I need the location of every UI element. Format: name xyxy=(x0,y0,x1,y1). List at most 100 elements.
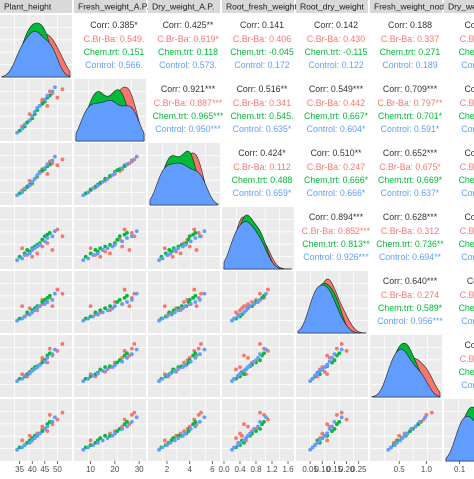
corr-cell xyxy=(74,15,146,77)
scatter-point xyxy=(317,438,322,443)
scatter-point xyxy=(232,376,236,381)
strip-label-0: Plant_height xyxy=(4,2,52,12)
scatter-point xyxy=(188,239,193,244)
scatter-point xyxy=(327,426,332,431)
scatter-point xyxy=(35,433,40,438)
scatter-point xyxy=(45,93,50,98)
strip-2 xyxy=(148,0,220,13)
scatter-point xyxy=(178,251,183,256)
scatter-point xyxy=(15,130,20,135)
scatter-point xyxy=(105,436,110,441)
corr-group-Chem.trt: Chem.trt: 0.488 xyxy=(232,175,293,185)
scatter-point xyxy=(55,287,60,292)
scatter-point xyxy=(246,355,250,360)
scatter-point xyxy=(240,306,244,311)
scatter-point xyxy=(264,415,268,420)
strip-3 xyxy=(222,0,294,13)
corr-cell xyxy=(296,207,368,269)
scatter-point xyxy=(125,351,129,356)
scatter-point xyxy=(88,304,93,309)
scatter-point xyxy=(91,253,95,257)
corr-overall: Corr: 0.709*** xyxy=(383,84,438,94)
scatter-point xyxy=(32,246,37,251)
scatter-point xyxy=(120,166,125,171)
corr-group-Chem.trt: Chem.trt: 0.2 xyxy=(459,47,474,57)
scatter-point xyxy=(191,295,195,300)
scatter-point xyxy=(50,234,55,239)
corr-group-Control: Control: 0.6 xyxy=(461,188,474,198)
scatter-point xyxy=(125,300,129,304)
scatter-point xyxy=(129,346,134,351)
scatter-point xyxy=(45,103,50,108)
scatter-point xyxy=(37,304,42,309)
scatter-point xyxy=(258,342,262,346)
scatter-point xyxy=(91,373,95,378)
scatter-point xyxy=(110,433,115,438)
scatter-point xyxy=(60,291,65,296)
scatter-point xyxy=(157,258,161,263)
scatter-point xyxy=(37,242,42,247)
scatter-point xyxy=(52,415,57,420)
x-tick-label: 2 xyxy=(165,465,170,474)
scatter-point xyxy=(86,190,91,195)
corr-overall: Corr: 0.549*** xyxy=(309,84,364,94)
scatter-point xyxy=(35,306,40,311)
scatter-point xyxy=(192,287,197,292)
scatter-point xyxy=(194,304,199,309)
scatter-point xyxy=(45,172,50,176)
scatter-point xyxy=(122,295,127,300)
x-tick-label: 0.20 xyxy=(339,465,355,474)
corr-group-Control: Control: 0.9 xyxy=(461,316,474,326)
scatter-point xyxy=(112,242,117,247)
x-tick-label: 1.6 xyxy=(282,465,294,474)
scatter-point xyxy=(183,431,188,436)
x-tick-label: 0.0 xyxy=(218,465,230,474)
scatter-point xyxy=(240,433,244,438)
corr-group-Chem.trt: Chem.trt: 0.669* xyxy=(378,175,443,185)
scatter-point xyxy=(129,158,134,163)
corr-cell xyxy=(222,79,294,141)
scatter-point xyxy=(325,422,330,427)
scatter-point xyxy=(20,316,25,321)
corr-group-Control: Control: 0.9 xyxy=(461,380,474,390)
scatter-point xyxy=(248,431,252,436)
corr-group-Chem.trt: Chem.trt: 0.271 xyxy=(380,47,441,57)
corr-group-Control: Control: 0.566. xyxy=(85,60,143,70)
scatter-point xyxy=(325,363,330,368)
scatter-point xyxy=(30,179,35,184)
scatter-point xyxy=(246,424,250,429)
scatter-point xyxy=(122,227,127,232)
scatter-point xyxy=(115,429,120,434)
panel-bg xyxy=(0,207,72,269)
panel-bg xyxy=(0,399,72,461)
scatter-point xyxy=(103,433,108,438)
scatter-point xyxy=(429,410,434,415)
scatter-point xyxy=(40,424,45,429)
scatter-point xyxy=(315,440,320,445)
scatter-point xyxy=(192,227,197,232)
scatter-point xyxy=(47,413,52,417)
strip-label-1: Fresh_weight_A.P. xyxy=(78,2,149,12)
corr-cell xyxy=(444,143,474,205)
corr-group-Control: Control: 0.573. xyxy=(159,60,217,70)
scatter-point xyxy=(32,110,37,114)
strip-label-3: Root_fresh_weight xyxy=(226,2,298,12)
corr-cell xyxy=(370,143,442,205)
scatter-point xyxy=(232,316,236,321)
scatter-point xyxy=(86,376,91,381)
scatter-point xyxy=(134,291,139,296)
strip-label-5: Fresh_weight_nodules xyxy=(374,2,460,12)
panel-bg xyxy=(296,335,368,397)
scatter-point xyxy=(22,186,27,191)
corr-cell xyxy=(444,79,474,141)
corr-overall: Corr: 0.425** xyxy=(163,20,214,30)
density-Control xyxy=(297,284,366,334)
scatter-point xyxy=(20,126,25,131)
density-Control xyxy=(149,162,219,206)
corr-cell xyxy=(444,271,474,333)
corr-overall: Corr: 0.921*** xyxy=(161,84,216,94)
scatter-point xyxy=(168,312,173,317)
scatter-point xyxy=(22,253,27,257)
